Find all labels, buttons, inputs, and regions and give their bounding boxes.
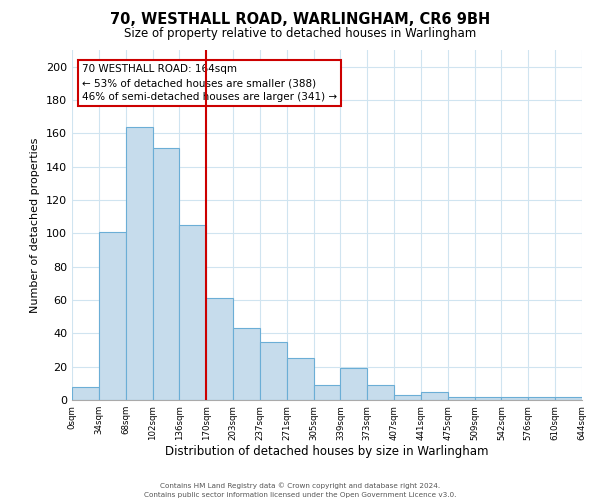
Bar (421, 392, 448, 400)
Bar (367, 385, 394, 400)
Text: Contains HM Land Registry data © Crown copyright and database right 2024.: Contains HM Land Registry data © Crown c… (160, 482, 440, 489)
Bar (448, 396, 475, 400)
Bar (475, 396, 502, 400)
Text: Size of property relative to detached houses in Warlingham: Size of property relative to detached ho… (124, 28, 476, 40)
Bar (394, 395, 421, 400)
Bar (233, 328, 260, 400)
Bar (555, 396, 582, 400)
Bar (125, 126, 152, 400)
Bar (502, 396, 529, 400)
Text: Contains public sector information licensed under the Open Government Licence v3: Contains public sector information licen… (144, 492, 456, 498)
Text: 70, WESTHALL ROAD, WARLINGHAM, CR6 9BH: 70, WESTHALL ROAD, WARLINGHAM, CR6 9BH (110, 12, 490, 28)
Bar (152, 148, 179, 400)
Bar (206, 298, 233, 400)
Bar (287, 358, 314, 400)
Text: 70 WESTHALL ROAD: 164sqm
← 53% of detached houses are smaller (388)
46% of semi-: 70 WESTHALL ROAD: 164sqm ← 53% of detach… (82, 64, 337, 102)
Bar (340, 368, 367, 400)
Bar (99, 232, 125, 400)
Bar (314, 385, 340, 400)
X-axis label: Distribution of detached houses by size in Warlingham: Distribution of detached houses by size … (165, 446, 489, 458)
Y-axis label: Number of detached properties: Number of detached properties (31, 138, 40, 312)
Bar (179, 225, 206, 400)
Bar (260, 342, 287, 400)
Bar (529, 396, 555, 400)
Bar (72, 386, 99, 400)
